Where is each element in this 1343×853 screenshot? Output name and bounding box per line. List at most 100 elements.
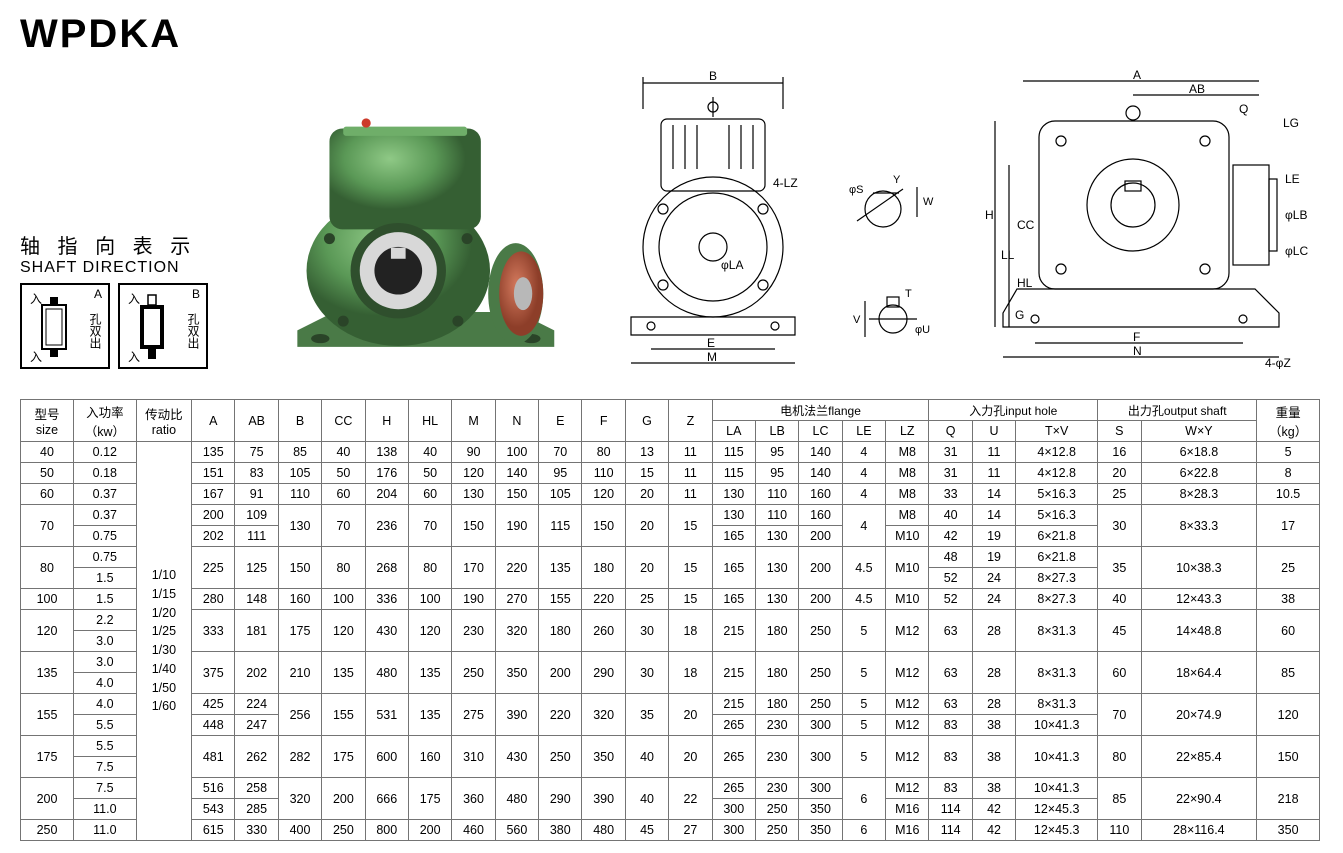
table-cell: 38	[972, 736, 1015, 778]
table-cell: 63	[929, 694, 972, 715]
dim-a: A	[1133, 69, 1141, 82]
shaft-title-en: SHAFT DIRECTION	[20, 259, 249, 277]
table-cell: 12×43.3	[1141, 589, 1257, 610]
table-cell: 275	[452, 694, 495, 736]
table-cell: M10	[886, 589, 929, 610]
table-cell: 200	[322, 778, 365, 820]
table-cell: 200	[799, 526, 842, 547]
table-cell: 40	[408, 442, 451, 463]
table-cell: 20	[1098, 463, 1141, 484]
table-cell: 6	[842, 778, 885, 820]
table-cell: 25	[1257, 547, 1320, 589]
table-cell: 63	[929, 652, 972, 694]
table-cell: 6×22.8	[1141, 463, 1257, 484]
cell-kw: 3.0	[74, 652, 137, 673]
table-cell: 202	[235, 652, 278, 694]
table-cell: 250	[539, 736, 582, 778]
hdr-E: E	[539, 400, 582, 442]
table-cell: 150	[582, 505, 625, 547]
table-cell: 215	[712, 694, 755, 715]
table-cell: 95	[755, 442, 798, 463]
table-cell: 180	[755, 694, 798, 715]
table-cell: 22	[669, 778, 712, 820]
table-row: 600.371679111060204601301501051202011130…	[21, 484, 1320, 505]
table-cell: 167	[192, 484, 235, 505]
table-cell: 38	[1257, 589, 1320, 610]
hdr-F: F	[582, 400, 625, 442]
table-cell: 310	[452, 736, 495, 778]
table-cell: M8	[886, 484, 929, 505]
hdr-Q: Q	[929, 421, 972, 442]
table-cell: 5	[842, 715, 885, 736]
table-cell: 180	[755, 610, 798, 652]
dim-phis: φS	[849, 184, 863, 196]
table-cell: 336	[365, 589, 408, 610]
table-cell: 350	[799, 820, 842, 841]
table-cell: 8×27.3	[1016, 589, 1098, 610]
table-cell: 4×12.8	[1016, 463, 1098, 484]
table-cell: 135	[408, 694, 451, 736]
table-cell: 202	[192, 526, 235, 547]
table-cell: 190	[452, 589, 495, 610]
shaft-box-b: B 孔双出 入 入	[118, 283, 208, 369]
table-cell: 110	[755, 505, 798, 526]
table-cell: 42	[972, 820, 1015, 841]
table-cell: 800	[365, 820, 408, 841]
top-figure-row: 轴 指 向 表 示 SHAFT DIRECTION A 孔双出 入 入 B 孔双…	[20, 69, 1323, 369]
table-cell: 256	[278, 694, 321, 736]
cell-ratio: 1/10 1/15 1/20 1/25 1/30 1/40 1/50 1/60	[136, 442, 191, 841]
table-cell: 70	[539, 442, 582, 463]
table-cell: 14	[972, 505, 1015, 526]
table-cell: 14×48.8	[1141, 610, 1257, 652]
table-cell: 20×74.9	[1141, 694, 1257, 736]
table-cell: 350	[582, 736, 625, 778]
table-cell: 27	[669, 820, 712, 841]
table-cell: 430	[495, 736, 538, 778]
hdr-input-group: 入力孔input hole	[929, 400, 1098, 421]
table-cell: 20	[625, 547, 668, 589]
table-cell: 300	[712, 799, 755, 820]
table-cell: 250	[755, 820, 798, 841]
table-cell: 190	[495, 505, 538, 547]
table-cell: 320	[495, 610, 538, 652]
table-cell: 220	[539, 694, 582, 736]
cell-kw: 3.0	[74, 631, 137, 652]
table-cell: 8×28.3	[1141, 484, 1257, 505]
table-cell: 448	[192, 715, 235, 736]
table-row: 1001.52801481601003361001902701552202515…	[21, 589, 1320, 610]
table-cell: M8	[886, 505, 929, 526]
table-cell: 300	[799, 715, 842, 736]
table-cell: 110	[278, 484, 321, 505]
table-row: 2007.55162583202006661753604802903904022…	[21, 778, 1320, 799]
table-cell: 5×16.3	[1016, 484, 1098, 505]
table-cell: 83	[929, 736, 972, 778]
hdr-G: G	[625, 400, 668, 442]
table-cell: 155	[322, 694, 365, 736]
table-row: 400.121/10 1/15 1/20 1/25 1/30 1/40 1/50…	[21, 442, 1320, 463]
hdr-AB: AB	[235, 400, 278, 442]
table-cell: 224	[235, 694, 278, 715]
table-row: 700.372001091307023670150190115150201513…	[21, 505, 1320, 526]
dim-g: G	[1015, 308, 1024, 322]
table-cell: 8×31.3	[1016, 610, 1098, 652]
hdr-Z: Z	[669, 400, 712, 442]
table-cell: 20	[625, 484, 668, 505]
table-cell: 250	[452, 652, 495, 694]
table-cell: 10×41.3	[1016, 778, 1098, 799]
dim-t: T	[905, 288, 912, 300]
drawing-details: φS Y W T V φU	[843, 169, 953, 369]
table-cell: 543	[192, 799, 235, 820]
table-cell: 28×116.4	[1141, 820, 1257, 841]
table-cell: M12	[886, 694, 929, 715]
table-cell: 360	[452, 778, 495, 820]
table-cell: 181	[235, 610, 278, 652]
table-cell: M12	[886, 610, 929, 652]
table-cell: 33	[929, 484, 972, 505]
table-cell: 95	[539, 463, 582, 484]
table-cell: 60	[322, 484, 365, 505]
cell-kw: 11.0	[74, 799, 137, 820]
cell-size: 40	[21, 442, 74, 463]
dim-y: Y	[893, 174, 901, 186]
table-cell: 4	[842, 505, 885, 547]
table-cell: 380	[539, 820, 582, 841]
